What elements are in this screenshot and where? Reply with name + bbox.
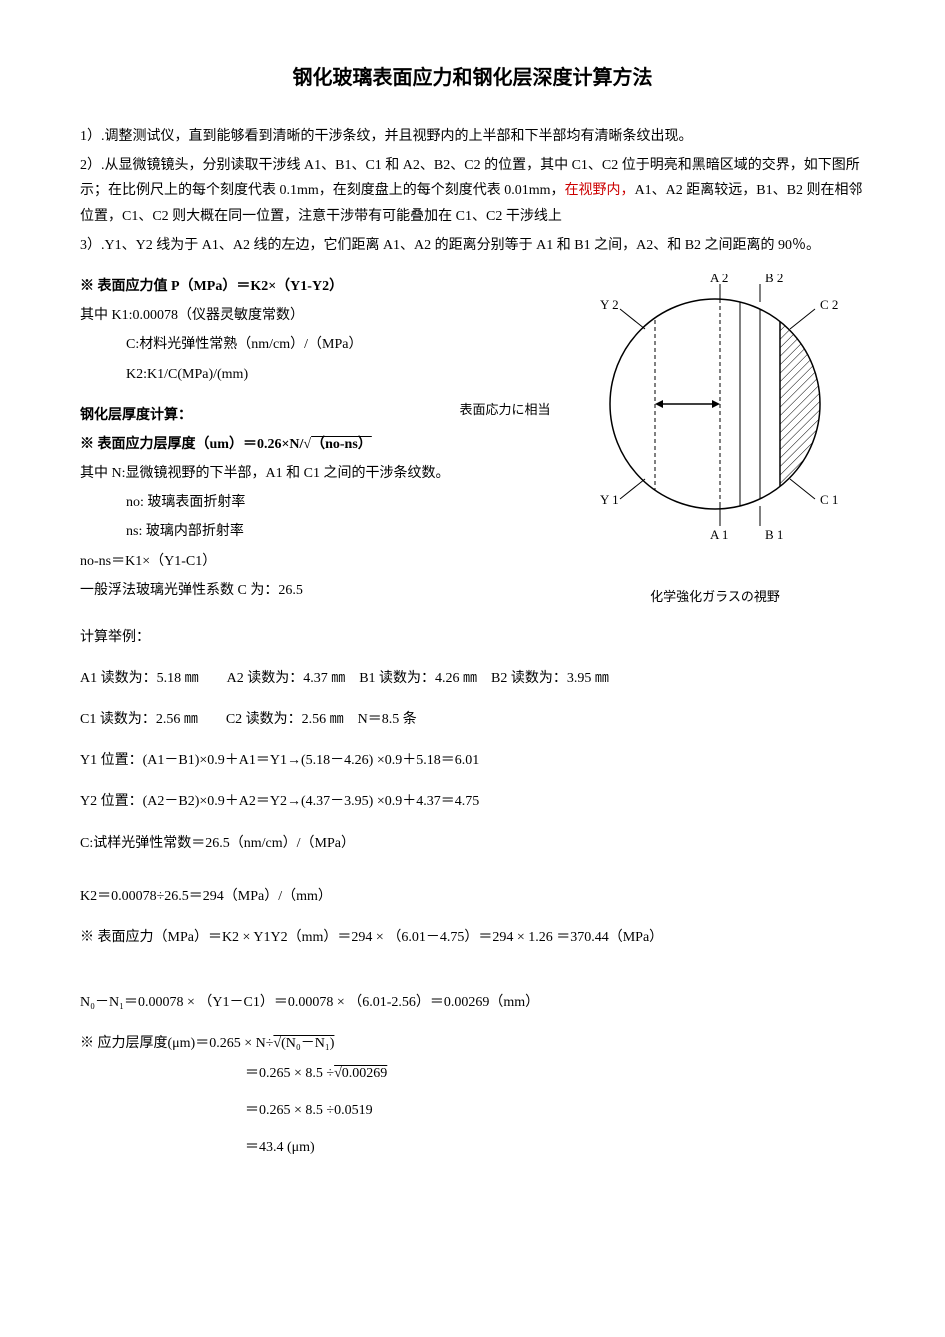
label-C2: C 2 xyxy=(820,297,838,312)
label-C1: C 1 xyxy=(820,492,838,507)
label-B2: B 2 xyxy=(765,274,783,285)
label-B1: B 1 xyxy=(765,527,783,542)
paragraph-3: 3）.Y1、Y2 线为于 A1、A2 线的左边，它们距离 A1、A2 的距离分别… xyxy=(80,233,865,258)
formula-k1: 其中 K1:0.00078（仪器灵敏度常数） xyxy=(80,303,555,328)
example-thickness-4: ＝43.4 (μm) xyxy=(80,1135,865,1160)
formula-n: 其中 N:显微镜视野的下半部，A1 和 C1 之间的干涉条纹数。 xyxy=(80,461,555,486)
example-y2: Y2 位置：(A2－B2)×0.9＋A2＝Y2→(4.37－3.95) ×0.9… xyxy=(80,789,865,814)
example-heading: 计算举例： xyxy=(80,625,865,650)
example-surface-stress: ※ 表面应力（MPa）＝K2 × Y1Y2（mm）＝294 × （6.01－4.… xyxy=(80,925,865,950)
ex-t1-a: ※ 应力层厚度(μm)＝0.265 × N÷ xyxy=(80,1036,273,1051)
ex-t2-sqrt: √0.00269 xyxy=(334,1066,387,1081)
example-k2: K2＝0.00078÷26.5＝294（MPa）/（mm） xyxy=(80,884,865,909)
example-thickness-2: ＝0.265 × 8.5 ÷√0.00269 xyxy=(80,1061,865,1086)
p2-part-b-highlight: 在视野内， xyxy=(565,183,635,198)
ex-t1-sqrt: √(N₀－N₁) xyxy=(273,1036,334,1051)
formula-thickness-a: ※ 表面应力层厚度（um）＝0.26×N/√ xyxy=(80,437,311,452)
formula-ns: ns: 玻璃内部折射率 xyxy=(80,519,555,544)
label-A1: A 1 xyxy=(710,527,728,542)
label-Y2: Y 2 xyxy=(600,297,619,312)
ex-t2-a: ＝0.265 × 8.5 ÷ xyxy=(245,1066,334,1081)
formula-k2: K2:K1/C(MPa)/(mm) xyxy=(80,362,555,387)
paragraph-1: 1）.调整测试仪，直到能够看到清晰的干涉条纹，并且视野内的上半部和下半部均有清晰… xyxy=(80,124,865,149)
diagram-caption-bottom: 化学強化ガラスの視野 xyxy=(565,585,865,608)
label-Y1: Y 1 xyxy=(600,492,619,507)
page-title: 钢化玻璃表面应力和钢化层深度计算方法 xyxy=(80,60,865,96)
diagram-caption-mid: 表面応力に相当 xyxy=(445,398,565,421)
example-readings-2: C1 读数为：2.56 ㎜ C2 读数为：2.56 ㎜ N＝8.5 条 xyxy=(80,707,865,732)
label-A2: A 2 xyxy=(710,274,728,285)
example-n0n1: N₀－N₁＝0.00078 × （Y1－C1）＝0.00078 × （6.01-… xyxy=(80,990,865,1015)
paragraph-2: 2）.从显微镜镜头，分别读取干涉线 A1、B1、C1 和 A2、B2、C2 的位… xyxy=(80,153,865,229)
formula-nons: no-ns＝K1×（Y1-C1） xyxy=(80,549,555,574)
formula-surface-stress: ※ 表面应力值 P（MPa）＝K2×（Y1-Y2） xyxy=(80,274,555,299)
example-c: C:试样光弹性常数＝26.5（nm/cm）/（MPa） xyxy=(80,831,865,856)
example-readings-1: A1 读数为：5.18 ㎜ A2 读数为：4.37 ㎜ B1 读数为：4.26 … xyxy=(80,666,865,691)
example-thickness-3: ＝0.265 × 8.5 ÷0.0519 xyxy=(80,1098,865,1123)
formula-thickness-sqrt: （no-ns） xyxy=(311,437,372,452)
formula-c: C:材料光弹性常熟（nm/cm）/（MPa） xyxy=(80,332,555,357)
formula-glass-c: 一般浮法玻璃光弹性系数 C 为：26.5 xyxy=(80,578,555,603)
example-y1: Y1 位置：(A1－B1)×0.9＋A1＝Y1→(5.18－4.26) ×0.9… xyxy=(80,748,865,773)
formula-thickness: ※ 表面应力层厚度（um）＝0.26×N/√（no-ns） xyxy=(80,432,555,457)
optical-diagram: A 2 B 2 C 2 Y 2 A 1 B 1 C 1 Y 1 xyxy=(565,274,865,554)
example-thickness-1: ※ 应力层厚度(μm)＝0.265 × N÷√(N₀－N₁) xyxy=(80,1031,865,1056)
formula-no: no: 玻璃表面折射率 xyxy=(80,490,555,515)
